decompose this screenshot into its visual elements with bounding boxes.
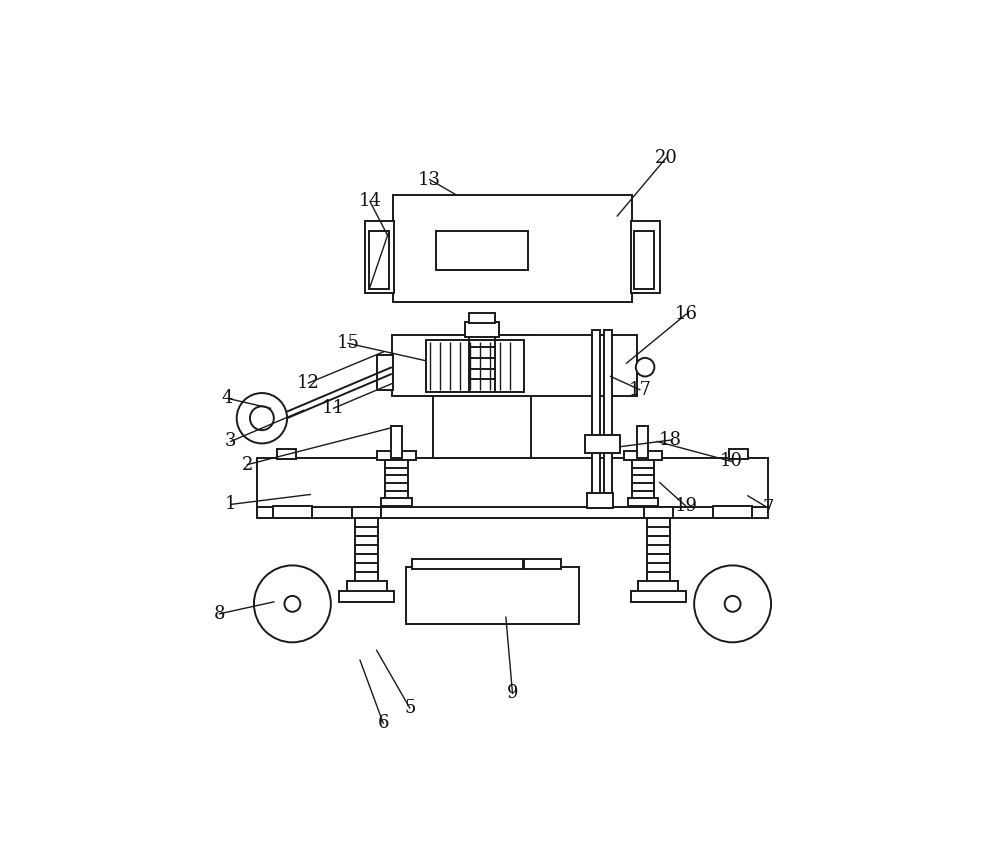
Bar <box>631 221 660 293</box>
Bar <box>392 336 637 396</box>
Text: 5: 5 <box>404 699 415 717</box>
Text: 19: 19 <box>675 498 698 516</box>
Bar <box>339 592 394 602</box>
Circle shape <box>250 406 274 430</box>
Circle shape <box>694 566 771 642</box>
Text: 2: 2 <box>242 455 253 474</box>
Text: 12: 12 <box>297 374 320 392</box>
Bar <box>257 458 768 508</box>
Bar <box>377 356 393 390</box>
Text: 9: 9 <box>507 684 518 703</box>
Bar <box>638 580 678 592</box>
Bar <box>273 506 312 517</box>
Circle shape <box>284 596 300 612</box>
Bar <box>352 507 381 517</box>
Bar <box>713 506 752 517</box>
Bar <box>631 592 686 602</box>
Bar <box>624 450 662 460</box>
Text: 14: 14 <box>359 193 381 210</box>
Bar <box>393 195 632 302</box>
Text: 4: 4 <box>222 389 233 407</box>
Circle shape <box>725 596 741 612</box>
Bar <box>729 449 748 459</box>
Bar <box>365 221 394 293</box>
Text: 17: 17 <box>628 381 651 399</box>
Circle shape <box>636 358 654 376</box>
Bar <box>369 231 389 289</box>
Circle shape <box>237 393 287 443</box>
Bar <box>628 499 658 506</box>
Bar <box>592 330 600 508</box>
Bar <box>465 322 499 337</box>
Bar <box>391 426 402 458</box>
Bar <box>406 567 579 623</box>
Circle shape <box>254 566 331 642</box>
Bar <box>634 231 654 289</box>
Bar <box>585 435 620 454</box>
Text: 1: 1 <box>225 495 236 513</box>
Text: 18: 18 <box>659 431 682 449</box>
Bar <box>524 559 561 569</box>
Text: 10: 10 <box>720 452 743 470</box>
Bar <box>412 559 523 569</box>
Text: 13: 13 <box>418 170 441 189</box>
Text: 20: 20 <box>655 149 678 167</box>
Bar <box>377 450 416 460</box>
Text: 6: 6 <box>377 714 389 732</box>
Text: 3: 3 <box>225 432 236 450</box>
Bar <box>381 499 412 506</box>
Text: 11: 11 <box>322 400 345 418</box>
Text: 15: 15 <box>337 334 360 352</box>
Bar <box>436 231 528 270</box>
Bar <box>637 426 648 458</box>
Bar <box>587 493 613 508</box>
Bar <box>277 449 296 459</box>
Bar <box>433 336 531 458</box>
Text: 7: 7 <box>762 499 773 517</box>
Bar <box>426 340 524 392</box>
Bar <box>347 580 387 592</box>
Bar <box>644 507 673 517</box>
Text: 16: 16 <box>675 305 698 323</box>
Bar <box>469 313 495 324</box>
Text: 8: 8 <box>214 604 225 623</box>
Bar <box>604 330 612 508</box>
Bar <box>257 507 768 517</box>
